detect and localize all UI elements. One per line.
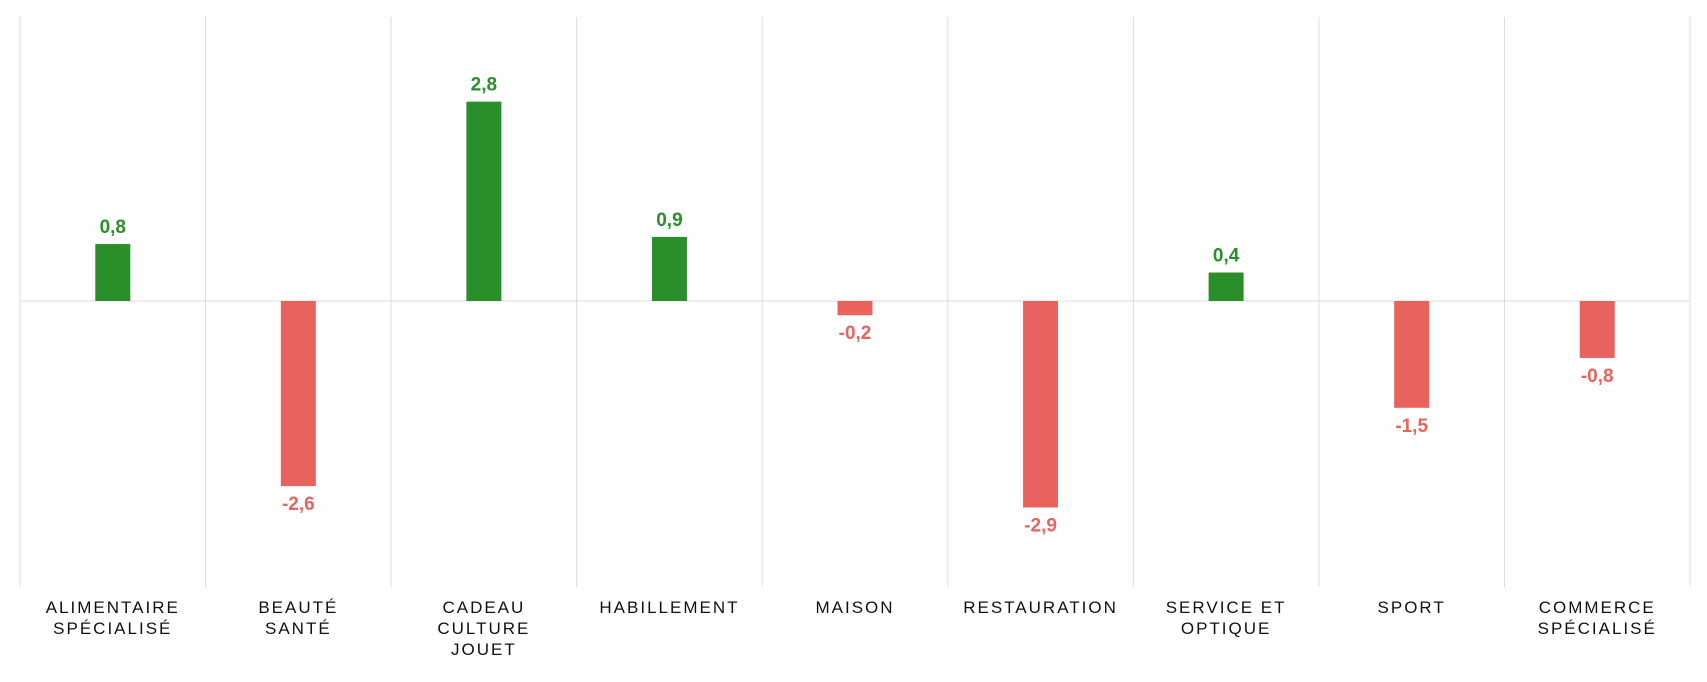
bar — [1023, 301, 1059, 508]
data-label: -0,2 — [839, 323, 872, 344]
value-labels: 0,8 -2,6 2,8 0,9 -0,2 -2,9 0,4 -1,5 -0,8 — [100, 75, 1614, 537]
data-label: 0,4 — [1213, 246, 1240, 267]
category-label: COMMERCE SPÉCIALISÉ — [1538, 598, 1657, 638]
category-label: CADEAU CULTURE JOUET — [437, 598, 530, 659]
data-label: 2,8 — [471, 75, 497, 96]
data-label: -1,5 — [1395, 416, 1428, 437]
bar — [280, 301, 316, 487]
data-label: -0,8 — [1581, 366, 1614, 387]
category-label: BEAUTÉ SANTÉ — [258, 598, 338, 638]
bar — [1394, 301, 1430, 408]
bar — [1208, 272, 1244, 301]
bar — [651, 236, 687, 301]
bar — [466, 101, 502, 301]
category-labels: ALIMENTAIRE SPÉCIALISÉ BEAUTÉ SANTÉ CADEAU CU… — [46, 598, 1657, 659]
category-label: ALIMENTAIRE SPÉCIALISÉ — [46, 598, 180, 638]
bar — [1579, 301, 1615, 358]
data-label: -2,6 — [282, 494, 315, 515]
data-label: -2,9 — [1024, 515, 1057, 536]
category-label: SPORT — [1378, 598, 1446, 617]
bar — [95, 244, 131, 301]
category-label: SERVICE ET OPTIQUE — [1166, 598, 1287, 638]
bars — [95, 101, 1615, 508]
category-label: RESTAURATION — [963, 598, 1118, 617]
data-label: 0,9 — [656, 210, 682, 231]
data-label: 0,8 — [100, 217, 126, 238]
category-label: HABILLEMENT — [599, 598, 739, 617]
bar — [837, 301, 873, 316]
category-label: MAISON — [815, 598, 894, 617]
